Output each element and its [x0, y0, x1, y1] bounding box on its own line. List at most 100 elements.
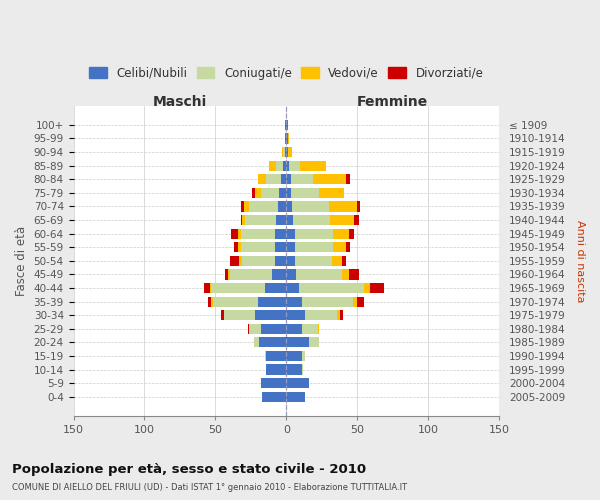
Bar: [302, 351, 305, 361]
Bar: [245, 215, 277, 225]
Bar: [286, 242, 295, 252]
Bar: [286, 351, 302, 361]
Bar: [293, 215, 330, 225]
Bar: [302, 324, 317, 334]
Bar: [370, 283, 384, 293]
Bar: [275, 228, 286, 238]
Bar: [341, 270, 349, 280]
Bar: [221, 310, 224, 320]
Bar: [261, 324, 286, 334]
Bar: [282, 147, 283, 157]
Bar: [244, 202, 250, 211]
Bar: [286, 174, 290, 184]
Bar: [281, 174, 286, 184]
Bar: [299, 283, 364, 293]
Bar: [302, 296, 353, 306]
Bar: [242, 256, 275, 266]
Bar: [261, 378, 286, 388]
Bar: [224, 310, 255, 320]
Bar: [277, 215, 286, 225]
Bar: [266, 351, 286, 361]
Bar: [302, 364, 304, 374]
Bar: [248, 324, 250, 334]
Bar: [286, 120, 288, 130]
Bar: [266, 364, 286, 374]
Bar: [241, 202, 244, 211]
Bar: [333, 228, 349, 238]
Bar: [269, 160, 277, 171]
Bar: [255, 188, 261, 198]
Bar: [341, 256, 346, 266]
Bar: [239, 256, 242, 266]
Bar: [286, 270, 296, 280]
Bar: [305, 310, 337, 320]
Bar: [286, 310, 305, 320]
Bar: [286, 256, 295, 266]
Bar: [295, 256, 332, 266]
Bar: [286, 202, 292, 211]
Bar: [285, 147, 286, 157]
Bar: [258, 296, 286, 306]
Bar: [286, 324, 302, 334]
Bar: [272, 270, 286, 280]
Bar: [285, 120, 286, 130]
Bar: [250, 202, 278, 211]
Bar: [296, 270, 341, 280]
Bar: [241, 215, 242, 225]
Bar: [349, 228, 355, 238]
Bar: [288, 134, 289, 143]
Text: Femmine: Femmine: [357, 94, 428, 108]
Bar: [211, 283, 265, 293]
Bar: [265, 283, 286, 293]
Bar: [301, 160, 326, 171]
Bar: [317, 324, 319, 334]
Bar: [208, 296, 211, 306]
Bar: [279, 188, 286, 198]
Bar: [355, 215, 359, 225]
Bar: [275, 256, 286, 266]
Bar: [329, 202, 357, 211]
Bar: [286, 392, 305, 402]
Text: Popolazione per età, sesso e stato civile - 2010: Popolazione per età, sesso e stato civil…: [12, 462, 366, 475]
Bar: [254, 338, 259, 347]
Bar: [238, 228, 241, 238]
Bar: [228, 270, 230, 280]
Y-axis label: Fasce di età: Fasce di età: [15, 226, 28, 296]
Bar: [261, 188, 279, 198]
Text: COMUNE DI AIELLO DEL FRIULI (UD) - Dati ISTAT 1° gennaio 2010 - Elaborazione TUT: COMUNE DI AIELLO DEL FRIULI (UD) - Dati …: [12, 484, 407, 492]
Bar: [283, 160, 286, 171]
Bar: [333, 242, 346, 252]
Bar: [286, 338, 309, 347]
Bar: [241, 242, 275, 252]
Bar: [252, 188, 255, 198]
Bar: [259, 338, 286, 347]
Bar: [330, 215, 355, 225]
Bar: [230, 256, 239, 266]
Bar: [346, 242, 350, 252]
Bar: [286, 134, 288, 143]
Bar: [212, 296, 258, 306]
Bar: [286, 378, 309, 388]
Bar: [278, 202, 286, 211]
Bar: [364, 283, 370, 293]
Bar: [295, 228, 333, 238]
Bar: [242, 215, 245, 225]
Bar: [210, 283, 211, 293]
Bar: [286, 188, 290, 198]
Text: Maschi: Maschi: [153, 94, 207, 108]
Bar: [277, 160, 283, 171]
Bar: [292, 202, 329, 211]
Bar: [255, 310, 286, 320]
Bar: [286, 283, 299, 293]
Bar: [353, 296, 357, 306]
Bar: [357, 202, 360, 211]
Bar: [337, 310, 340, 320]
Bar: [275, 242, 286, 252]
Bar: [250, 324, 261, 334]
Bar: [258, 174, 266, 184]
Legend: Celibi/Nubili, Coniugati/e, Vedovi/e, Divorziati/e: Celibi/Nubili, Coniugati/e, Vedovi/e, Di…: [85, 62, 488, 84]
Bar: [211, 296, 212, 306]
Bar: [357, 296, 364, 306]
Bar: [286, 296, 302, 306]
Bar: [266, 174, 281, 184]
